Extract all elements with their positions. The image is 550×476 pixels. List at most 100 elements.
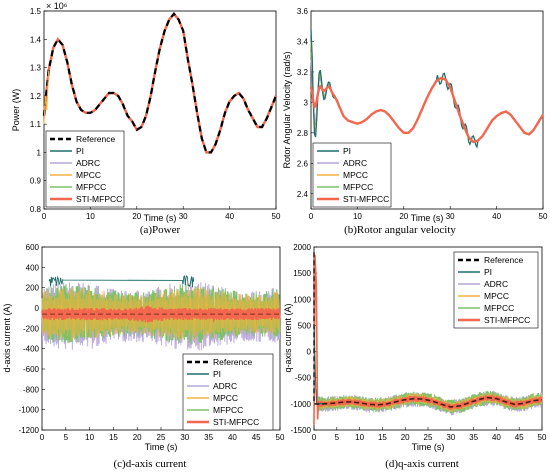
dcur-legend-label-pi: PI	[213, 369, 221, 379]
rotor-ytick-label: 2.8	[297, 129, 309, 138]
qcur-legend-label-sti-mfpcc: STI-MFPCC	[484, 315, 530, 325]
xlabel-power: Time (s)	[144, 213, 177, 223]
rotor-legend-label-adrc: ADRC	[343, 158, 367, 168]
rotor-ytick-label: 3	[304, 98, 309, 107]
xlabel-d-current: Time (s)	[145, 442, 178, 452]
power-legend-label-adrc: ADRC	[76, 158, 100, 168]
qcur-legend-box	[453, 251, 539, 329]
power-ytick-label: 0.9	[30, 177, 42, 186]
power-xtick-label: 40	[225, 212, 234, 221]
power-xtick-label: 10	[86, 212, 95, 221]
rotor-xtick-label: 20	[399, 212, 408, 221]
qcur-ytick-label: -500	[295, 374, 312, 383]
legend-power: Reference PI ADRC MPCC MFPCC STI-MFPCC	[45, 130, 125, 208]
dcur-xtick-label: 15	[109, 433, 118, 442]
panel-power: 0 10 20 30 40 500.80.911.11.21.31.41.5 × 10⁶ …	[11, 1, 281, 236]
dcur-legend-box	[182, 353, 274, 431]
series-power	[42, 11, 278, 154]
power-ytick-label: 1.3	[30, 64, 42, 73]
qcur-ytick-label: -1000	[291, 400, 312, 409]
rotor-legend-label-pi: PI	[343, 146, 351, 156]
dcur-ytick-label: 200	[26, 284, 40, 293]
power-xtick-label: 20	[132, 212, 141, 221]
ylabel-d-current: d-axis current (A)	[2, 303, 12, 372]
qcur-ytick-label: -1500	[291, 426, 312, 435]
rotor-xtick-label: 30	[446, 212, 455, 221]
rotor-xtick-label: 40	[492, 212, 501, 221]
panel-rotor: 0 10 20 30 40 502.42.62.833.23.43.6 Time (s) …	[282, 7, 548, 236]
qcur-legend-label-mpcc: MPCC	[484, 291, 509, 301]
dcur-xtick-label: 40	[228, 433, 237, 442]
rotor-xtick-label: 0	[309, 212, 314, 221]
rotor-ytick-label: 3.6	[297, 7, 309, 16]
dcur-xtick-label: 10	[85, 433, 94, 442]
qcur-legend-label-pi: PI	[484, 267, 492, 277]
dcur-xtick-label: 5	[64, 433, 69, 442]
dcur-xtick-label: 35	[204, 433, 213, 442]
dcur-ytick-label: -200	[23, 324, 40, 333]
qcur-xtick-label: 40	[492, 433, 501, 442]
power-xtick-label: 0	[42, 212, 47, 221]
power-series-reference	[42, 12, 278, 154]
power-ytick-label: 0.8	[30, 205, 42, 214]
rotor-series-sti-mfpcc	[309, 76, 545, 144]
series-d-current	[41, 275, 281, 351]
dcur-xtick-label: 45	[252, 433, 261, 442]
ticks-power: 0 10 20 30 40 50 0.8 0.9 1 1.1 1.2 1.3 1.4 1.5	[30, 7, 281, 221]
caption-rotor: (b)Rotor angular velocity	[344, 224, 456, 236]
qcur-xtick-label: 45	[515, 433, 524, 442]
rotor-legend-label-mpcc: MPCC	[343, 170, 368, 180]
qcur-ytick-label: 2000	[293, 243, 311, 252]
qcur-xtick-label: 30	[446, 433, 455, 442]
dcur-legend-label-mfpcc: MFPCC	[213, 405, 243, 415]
qcur-series-reference	[313, 252, 543, 408]
ylabel-q-current: q-axis current (A)	[283, 303, 293, 372]
legend-rotor: PI ADRC MPCC MFPCC STI-MFPCC	[312, 142, 392, 208]
panel-d-current: 0 5 10 15 20 25 30 35 40 45 50 -1200 -1000 -800 -600 -4…	[2, 243, 285, 470]
qcur-ytick-label: 1500	[293, 269, 311, 278]
qcur-xtick-label: 25	[424, 433, 433, 442]
xlabel-rotor: Time (s)	[411, 213, 444, 223]
dcur-ytick-label: 400	[26, 263, 40, 272]
power-xtick-label: 50	[272, 212, 281, 221]
dcur-xtick-label: 30	[180, 433, 189, 442]
rotor-ytick-label: 2.6	[297, 159, 309, 168]
ticks-d-current: 0 5 10 15 20 25 30 35 40 45 50 -1200 -1000 -800 -600 -4…	[19, 243, 285, 442]
legend-d-current: Reference PI ADRC MPCC MFPCC STI-MFPCC	[182, 353, 274, 431]
rotor-legend-label-sti-mfpcc: STI-MFPCC	[343, 194, 389, 204]
rotor-ytick-label: 3.4	[297, 37, 309, 46]
dcur-legend-label-mpcc: MPCC	[213, 393, 238, 403]
qcur-xtick-label: 50	[538, 433, 547, 442]
qcur-legend-label-reference: Reference	[484, 255, 523, 265]
qcur-legend-label-mfpcc: MFPCC	[484, 303, 514, 313]
qcur-legend-label-adrc: ADRC	[484, 279, 508, 289]
qcur-ytick-label: 500	[298, 321, 312, 330]
qcur-xtick-label: 10	[355, 433, 364, 442]
rotor-legend-label-mfpcc: MFPCC	[343, 182, 373, 192]
series-q-current	[313, 252, 543, 425]
dcur-xtick-label: 50	[276, 433, 285, 442]
power-xtick-label: 30	[179, 212, 188, 221]
rotor-xtick-label: 10	[353, 212, 362, 221]
caption-power: (a)Power	[140, 224, 181, 236]
dcur-ytick-label: -1200	[19, 426, 40, 435]
dcur-xtick-label: 25	[157, 433, 166, 442]
power-legend-label-pi: PI	[76, 146, 84, 156]
rotor-xtick-label: 50	[539, 212, 548, 221]
dcur-legend-label-adrc: ADRC	[213, 381, 237, 391]
rotor-ytick-label: 2.4	[297, 190, 309, 199]
qcur-xtick-label: 15	[378, 433, 387, 442]
power-ytick-label: 1.4	[30, 35, 42, 44]
dcur-ytick-label: 600	[26, 243, 40, 252]
ticks-rotor: 0 10 20 30 40 50 2.4 2.6 2.8 3 3.2 3.4 3.6	[297, 7, 548, 221]
power-ytick-label: 1	[37, 148, 42, 157]
power-ytick-label: 1.1	[30, 120, 42, 129]
rotor-ytick-label: 3.2	[297, 68, 309, 77]
qcur-xtick-label: 0	[312, 433, 317, 442]
qcur-ytick-label: 0	[307, 348, 312, 357]
ylabel-power: Power (W)	[11, 89, 21, 132]
dcur-ytick-label: -1000	[19, 406, 40, 415]
power-legend-label-mpcc: MPCC	[76, 170, 101, 180]
dcur-ytick-label: -800	[23, 385, 40, 394]
